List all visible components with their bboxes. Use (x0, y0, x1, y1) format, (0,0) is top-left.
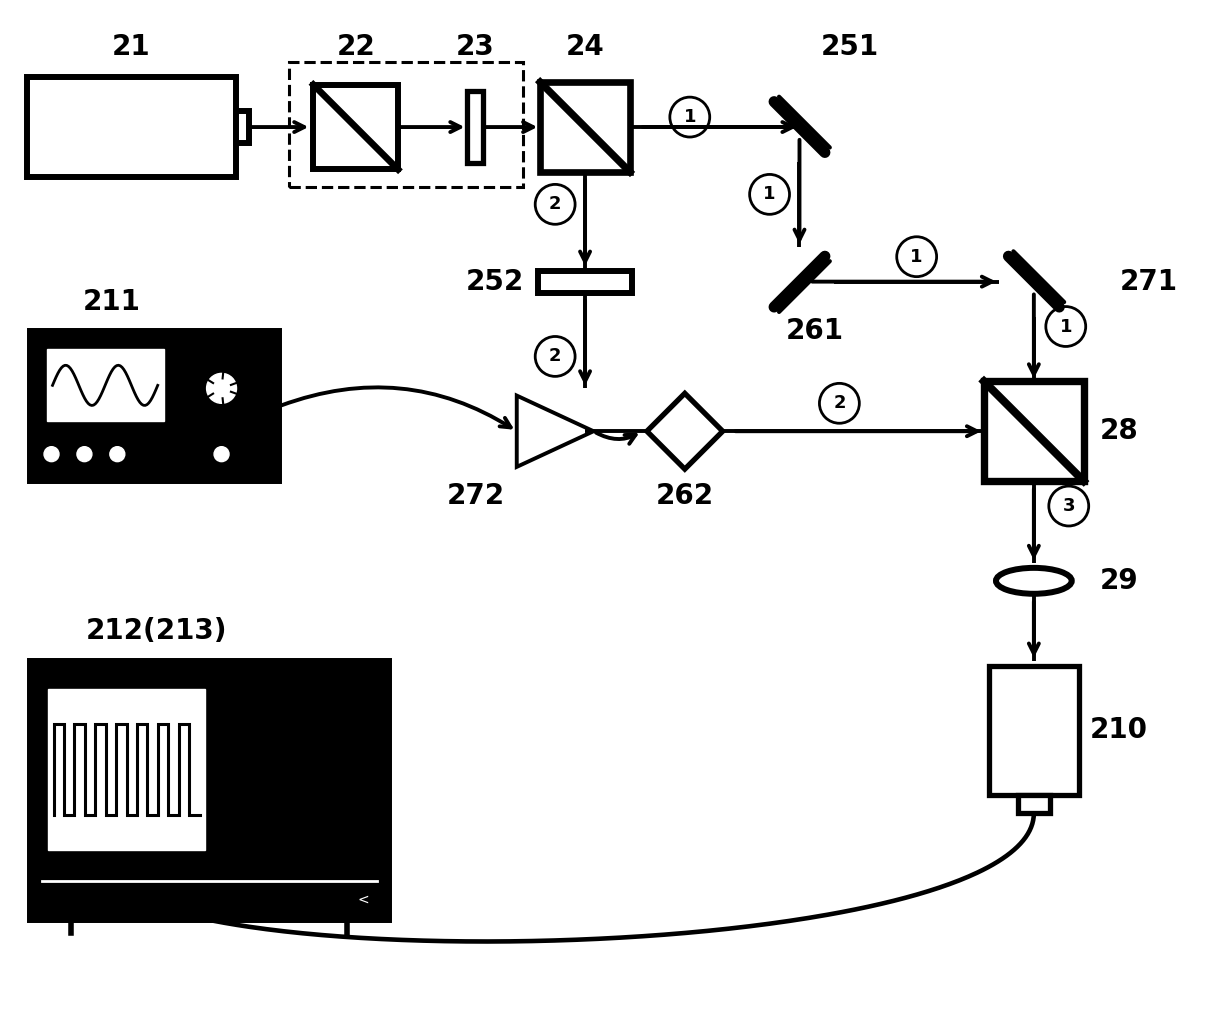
Bar (467, 91, 484, 163)
Circle shape (253, 852, 274, 874)
Circle shape (253, 732, 274, 754)
Text: 261: 261 (786, 318, 843, 345)
Circle shape (105, 442, 130, 466)
Bar (27, 77, 236, 177)
Circle shape (291, 852, 312, 874)
Bar (1018, 795, 1050, 813)
Text: 212(213): 212(213) (86, 617, 227, 644)
Text: 1: 1 (1059, 318, 1072, 335)
Bar (48, 689, 205, 850)
Bar (288, 62, 523, 187)
Polygon shape (517, 396, 594, 467)
Text: 211: 211 (82, 288, 141, 315)
Text: 2: 2 (549, 347, 561, 365)
Text: 3: 3 (1062, 497, 1075, 516)
Circle shape (210, 442, 233, 466)
Bar (29, 332, 279, 481)
Text: 262: 262 (656, 483, 714, 510)
Text: 21: 21 (112, 33, 150, 61)
Text: 210: 210 (1090, 717, 1147, 744)
Text: 22: 22 (336, 33, 375, 61)
Bar (989, 666, 1079, 795)
Bar (46, 350, 164, 422)
Circle shape (253, 792, 274, 814)
Circle shape (215, 792, 236, 814)
Circle shape (199, 366, 243, 410)
Circle shape (291, 792, 312, 814)
Circle shape (207, 373, 237, 403)
Text: 28: 28 (1100, 418, 1138, 445)
Circle shape (39, 442, 64, 466)
Circle shape (291, 732, 312, 754)
Circle shape (44, 446, 59, 462)
Circle shape (215, 852, 236, 874)
Polygon shape (646, 394, 722, 469)
Bar (236, 111, 249, 143)
Text: 272: 272 (446, 483, 505, 510)
Bar (540, 82, 631, 172)
Text: 1: 1 (683, 108, 697, 126)
Circle shape (214, 446, 229, 462)
Circle shape (110, 446, 125, 462)
Text: 252: 252 (466, 268, 524, 296)
Bar (313, 85, 398, 169)
Bar (29, 661, 389, 920)
Text: 24: 24 (566, 33, 605, 61)
Text: 251: 251 (820, 33, 879, 61)
Text: 2: 2 (549, 195, 561, 213)
Text: 1: 1 (910, 247, 923, 266)
Circle shape (77, 446, 92, 462)
Text: 29: 29 (1100, 567, 1138, 595)
Text: 271: 271 (1119, 268, 1178, 296)
Circle shape (215, 732, 236, 754)
Bar (538, 271, 633, 293)
Text: 1: 1 (764, 186, 776, 203)
Ellipse shape (996, 568, 1072, 594)
Circle shape (72, 442, 97, 466)
Bar (984, 381, 1084, 481)
Text: 2: 2 (833, 394, 846, 412)
Text: 23: 23 (456, 33, 495, 61)
Text: <: < (358, 892, 369, 906)
